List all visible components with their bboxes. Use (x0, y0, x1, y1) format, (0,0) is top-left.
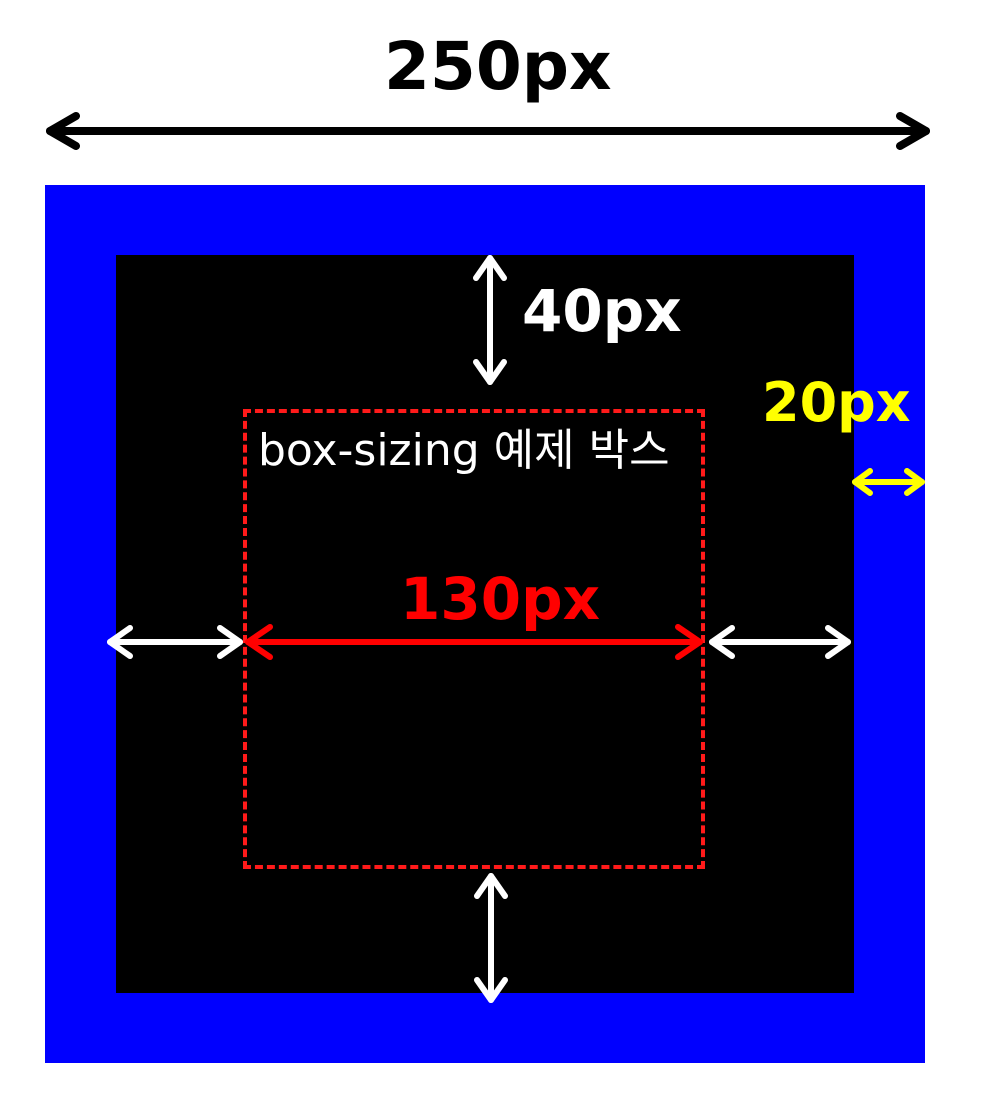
padding-right-arrow (709, 625, 851, 659)
padding-bottom-arrow (474, 873, 508, 1003)
content-width-arrow (245, 624, 703, 660)
padding-label: 40px (522, 277, 682, 345)
content-width-label: 130px (400, 565, 600, 633)
padding-top-arrow (473, 255, 507, 385)
padding-left-arrow (107, 625, 243, 659)
total-width-label: 250px (384, 28, 612, 105)
content-box-outline (243, 409, 705, 869)
box-text: box-sizing 예제 박스 (258, 425, 670, 476)
border-label: 20px (762, 371, 911, 434)
total-width-arrow (46, 112, 930, 150)
border-width-arrow (852, 468, 925, 496)
